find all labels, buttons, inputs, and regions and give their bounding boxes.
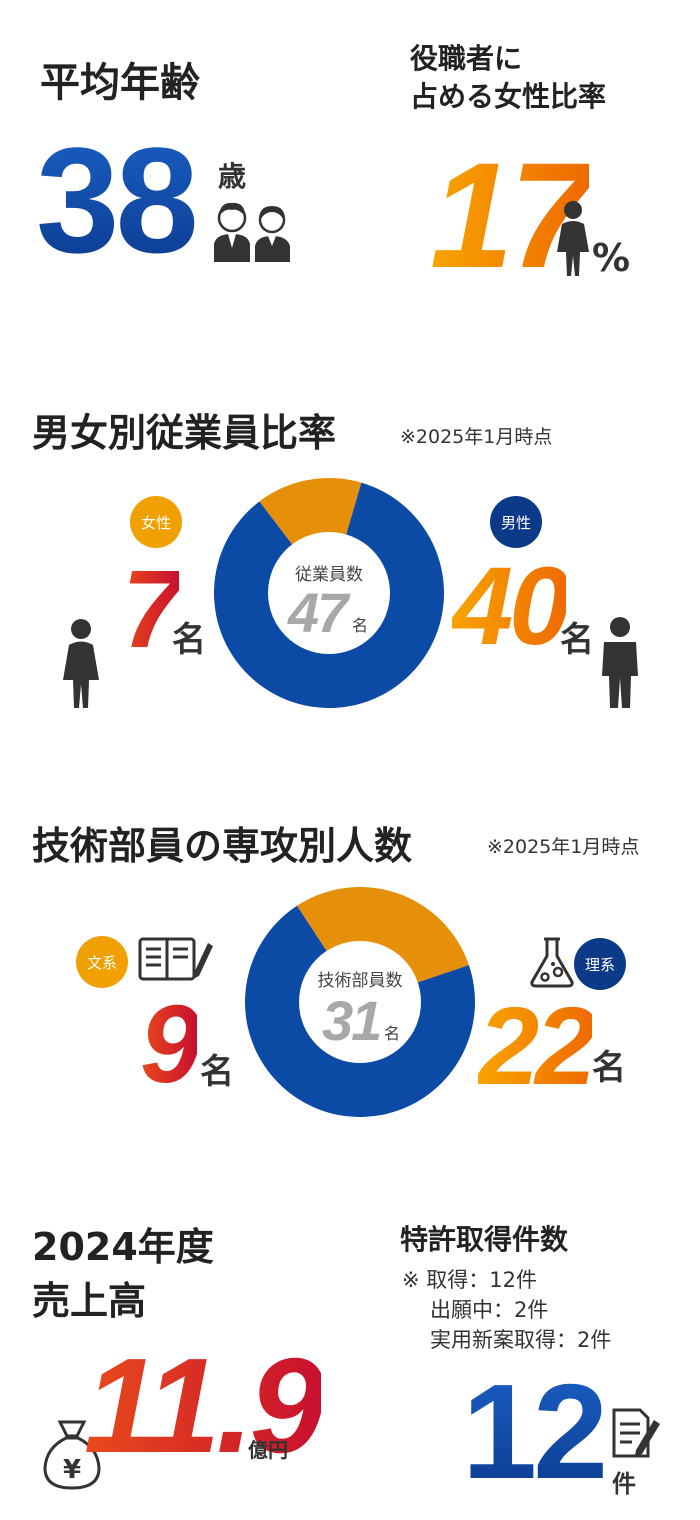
patents-title: 特許取得件数 bbox=[400, 1223, 569, 1256]
gender-ratio-title: 男女別従業員比率 bbox=[32, 411, 337, 455]
arts-count: 9 bbox=[140, 983, 201, 1106]
female-badge: 女性 bbox=[130, 496, 182, 548]
gender-donut-chart bbox=[214, 478, 444, 708]
majors-title: 技術部員の専攻別人数 bbox=[32, 824, 413, 868]
woman-icon bbox=[63, 619, 99, 708]
science-unit: 名 bbox=[592, 1048, 626, 1088]
women-managers-title: 役職者に 占める女性比率 bbox=[410, 42, 607, 113]
average-age-unit: 歳 bbox=[218, 160, 247, 193]
woman-icon bbox=[557, 201, 589, 276]
arts-badge: 文系 bbox=[76, 936, 128, 988]
sales-title: 2024年度 売上高 bbox=[32, 1225, 214, 1323]
patents-note-acquired: ※ 取得：12件 bbox=[402, 1268, 537, 1292]
patents-unit: 件 bbox=[612, 1470, 636, 1498]
gender-center-value: 47 bbox=[288, 581, 348, 644]
book-icon bbox=[138, 937, 213, 981]
patents-note-utility: 実用新案取得：2件 bbox=[430, 1328, 612, 1352]
male-badge: 男性 bbox=[490, 496, 542, 548]
man-icon bbox=[602, 617, 638, 708]
svg-text:¥: ¥ bbox=[63, 1455, 81, 1485]
majors-center-value: 31 bbox=[322, 989, 382, 1052]
women-managers-unit: % bbox=[592, 236, 631, 280]
science-count: 22 bbox=[478, 985, 596, 1108]
gender-center-unit: 名 bbox=[352, 616, 369, 635]
majors-note: ※2025年1月時点 bbox=[487, 836, 640, 858]
patents-note-pending: 出願中：2件 bbox=[430, 1298, 549, 1322]
document-edit-icon bbox=[612, 1408, 660, 1458]
female-unit: 名 bbox=[172, 620, 206, 660]
flask-icon bbox=[530, 937, 574, 988]
patents-value: 12 bbox=[462, 1356, 608, 1507]
arts-unit: 名 bbox=[200, 1052, 234, 1092]
employees-icon bbox=[214, 202, 290, 262]
arts-slice bbox=[296, 887, 469, 1002]
gender-ratio-note: ※2025年1月時点 bbox=[400, 426, 553, 448]
majors-center-unit: 名 bbox=[384, 1024, 401, 1043]
majors-donut-chart bbox=[245, 887, 475, 1117]
majors-center-label: 技術部員数 bbox=[317, 971, 403, 991]
female-count: 7 bbox=[122, 548, 183, 671]
average-age-title: 平均年齢 bbox=[40, 60, 200, 106]
sales-value: 11.9 bbox=[84, 1330, 325, 1481]
sales-unit: 億円 bbox=[248, 1438, 288, 1462]
money-bag-icon: ¥ bbox=[43, 1420, 101, 1490]
average-age-value: 38 bbox=[36, 116, 199, 284]
science-badge: 理系 bbox=[574, 938, 626, 990]
male-unit: 名 bbox=[560, 620, 594, 660]
gender-center-label: 従業員数 bbox=[295, 565, 363, 585]
male-count: 40 bbox=[452, 545, 570, 668]
